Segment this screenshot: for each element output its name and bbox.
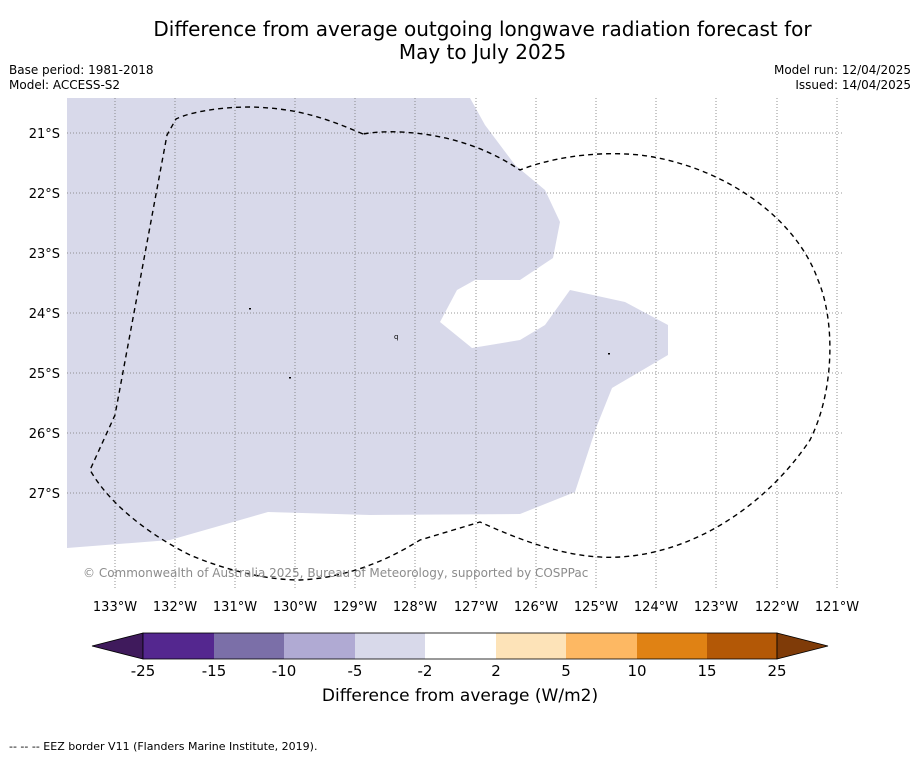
lon-label: 122°W [755, 600, 799, 615]
colorbar-swatch [566, 633, 637, 659]
colorbar-tick: 10 [627, 662, 646, 680]
lon-label: 129°W [333, 600, 377, 615]
colorbar-swatch [496, 633, 566, 659]
lon-label: 126°W [514, 600, 558, 615]
eez-footnote: -- -- -- EEZ border V11 (Flanders Marine… [9, 740, 318, 753]
svg-text:q: q [394, 333, 398, 341]
lat-label: 25°S [29, 367, 60, 382]
run-info: Model run: 12/04/2025 Issued: 14/04/2025 [774, 63, 911, 93]
graticule [67, 98, 843, 590]
colorbar-extend-high [776, 632, 829, 660]
colorbar-swatch [284, 633, 355, 659]
lat-label: 27°S [29, 487, 60, 502]
lon-label: 133°W [93, 600, 137, 615]
model-run-date: Model run: 12/04/2025 [773, 63, 911, 77]
lon-label: 121°W [815, 600, 859, 615]
eez-border [89, 106, 831, 581]
colorbar-tick: 2 [491, 662, 501, 680]
latitude-labels: 21°S 22°S 23°S 24°S 25°S 26°S 27°S [29, 127, 60, 502]
colorbar-extend-low [91, 632, 144, 660]
colorbar-tick: -5 [348, 662, 363, 680]
lon-label: 130°W [273, 600, 317, 615]
lon-label: 132°W [153, 600, 197, 615]
lat-label: 26°S [29, 427, 60, 442]
map-title: Difference from average outgoing longwav… [60, 18, 905, 64]
lat-label: 22°S [29, 187, 60, 202]
colorbar-tick: -2 [418, 662, 433, 680]
lat-label: 21°S [29, 127, 60, 142]
colorbar-swatch [355, 633, 425, 659]
colorbar-swatch [637, 633, 707, 659]
colorbar-tick: 25 [767, 662, 786, 680]
title-line-2: May to July 2025 [398, 40, 567, 64]
colorbar-swatch [143, 633, 214, 659]
copyright-text: © Commonwealth of Australia 2025, Bureau… [83, 566, 588, 580]
island-markers [249, 308, 610, 379]
colorbar-swatch [707, 633, 777, 659]
lat-label: 23°S [29, 247, 60, 262]
lon-label: 127°W [454, 600, 498, 615]
colorbar-tick: -10 [272, 662, 297, 680]
colorbar-swatch [214, 633, 284, 659]
issued-date: Issued: 14/04/2025 [795, 78, 911, 92]
colorbar: -25 -15 -10 -5 -2 2 5 10 15 25 [91, 632, 829, 680]
colorbar-tick: -25 [131, 662, 156, 680]
base-period: Base period: 1981-2018 [9, 63, 154, 77]
lon-label: 125°W [574, 600, 618, 615]
lon-label: 123°W [694, 600, 738, 615]
colorbar-tick: -15 [202, 662, 227, 680]
colorbar-tick: 15 [697, 662, 716, 680]
lon-label: 124°W [634, 600, 678, 615]
title-line-1: Difference from average outgoing longwav… [153, 17, 812, 41]
anomaly-region [67, 98, 668, 548]
longitude-labels: 133°W 132°W 131°W 130°W 129°W 128°W 127°… [93, 600, 859, 615]
colorbar-swatch [425, 633, 496, 659]
lon-label: 131°W [213, 600, 257, 615]
colorbar-tick: 5 [561, 662, 571, 680]
lon-label: 128°W [393, 600, 437, 615]
lat-label: 24°S [29, 307, 60, 322]
base-info: Base period: 1981-2018 Model: ACCESS-S2 [9, 63, 154, 93]
colorbar-label: Difference from average (W/m2) [321, 686, 599, 706]
model-name: Model: ACCESS-S2 [9, 78, 121, 92]
